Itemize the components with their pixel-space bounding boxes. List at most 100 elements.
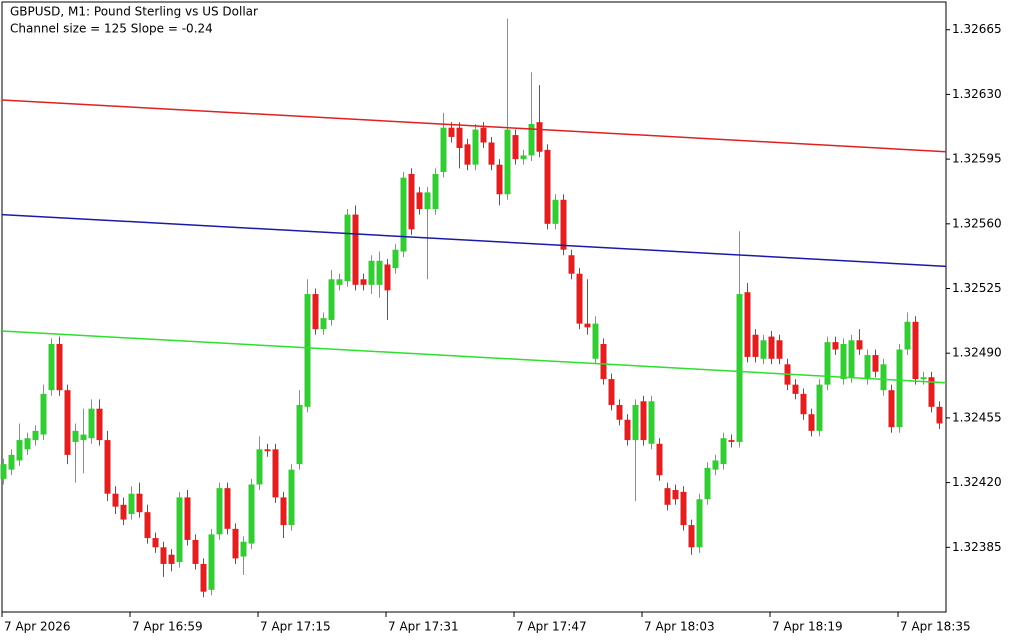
candle-body xyxy=(376,260,383,285)
candle-body xyxy=(648,401,655,444)
y-tick-label: 1.32630 xyxy=(952,87,1002,101)
candle-body xyxy=(352,214,359,285)
candle-body xyxy=(152,538,159,548)
x-tick-label: 7 Apr 18:19 xyxy=(772,620,843,634)
candle-body xyxy=(696,499,703,548)
candle-body xyxy=(872,355,879,372)
candle-body xyxy=(448,127,455,137)
channel-line xyxy=(1,213,947,268)
candle-body xyxy=(848,340,855,378)
candle-body xyxy=(368,260,375,285)
plot xyxy=(0,18,947,598)
y-tick-label: 1.32420 xyxy=(952,475,1002,489)
candle-body xyxy=(128,493,135,515)
candle-body xyxy=(864,355,871,380)
candle-body xyxy=(520,155,527,160)
candle-body xyxy=(384,264,391,291)
candle-body xyxy=(280,497,287,526)
candle-body xyxy=(120,504,127,520)
candle-body xyxy=(424,192,431,210)
candle-body xyxy=(408,173,415,230)
candle-body xyxy=(144,512,151,539)
x-tick-label: 7 Apr 18:03 xyxy=(644,620,715,634)
candle-body xyxy=(256,449,263,485)
candle-body xyxy=(328,279,335,320)
candle-body xyxy=(824,342,831,385)
candle-body xyxy=(568,255,575,274)
y-tick-label: 1.32665 xyxy=(952,22,1002,36)
candle-body xyxy=(544,149,551,224)
candle-body xyxy=(320,318,327,330)
candle-body xyxy=(880,364,887,391)
y-tick-label: 1.32560 xyxy=(952,216,1002,230)
y-tick-label: 1.32490 xyxy=(952,346,1002,360)
y-tick-label: 1.32525 xyxy=(952,281,1002,295)
candle-body xyxy=(896,349,903,428)
x-tick-label: 7 Apr 17:47 xyxy=(516,620,587,634)
candle-body xyxy=(536,122,543,152)
candle-body xyxy=(264,449,271,452)
candle-body xyxy=(312,294,319,330)
candle-body xyxy=(240,541,247,557)
candle-body xyxy=(720,438,727,465)
y-tick-label: 1.32595 xyxy=(952,152,1002,166)
candle-body xyxy=(216,488,223,535)
candle-body xyxy=(488,142,495,165)
candle-body xyxy=(840,343,847,380)
y-tick-label: 1.32455 xyxy=(952,410,1002,424)
candle-body xyxy=(136,493,143,513)
candle-body xyxy=(856,340,863,350)
candle-body xyxy=(0,464,7,479)
candle-body xyxy=(344,214,351,282)
candle-body xyxy=(432,173,439,210)
candle-body xyxy=(160,547,167,564)
x-tick-label: 7 Apr 2026 xyxy=(4,620,71,634)
candle-body xyxy=(224,488,231,529)
candle-body xyxy=(24,438,31,450)
candle-body xyxy=(480,127,487,143)
candle-body xyxy=(496,164,503,195)
candle-body xyxy=(736,294,743,442)
candle-body xyxy=(600,343,607,380)
candle-body xyxy=(80,434,87,441)
candle-body xyxy=(232,528,239,559)
channel-line xyxy=(1,99,947,153)
chart-title: GBPUSD, M1: Pound Sterling vs US Dollar xyxy=(10,5,258,19)
candle-body xyxy=(296,404,303,465)
candle-body xyxy=(800,393,807,415)
candle-body xyxy=(192,539,199,564)
candle-body xyxy=(584,323,591,328)
candle-body xyxy=(184,497,191,540)
candle-body xyxy=(8,454,15,470)
candle-body xyxy=(504,129,511,195)
candle-body xyxy=(88,408,95,439)
candle-body xyxy=(416,192,423,210)
x-tick-label: 7 Apr 17:31 xyxy=(388,620,459,634)
candle-body xyxy=(832,342,839,350)
candle-body xyxy=(664,488,671,505)
candle-body xyxy=(776,340,783,359)
candle-body xyxy=(464,144,471,165)
candle-body xyxy=(16,440,23,461)
candle-body xyxy=(560,199,567,250)
candle-body xyxy=(56,343,63,391)
candle-body xyxy=(728,440,735,442)
y-tick-label: 1.32385 xyxy=(952,540,1002,554)
candle-body xyxy=(304,294,311,407)
candle-body xyxy=(96,408,103,441)
channel-line xyxy=(1,330,947,384)
candle-body xyxy=(392,249,399,269)
candle-body xyxy=(704,467,711,500)
candle-body xyxy=(336,279,343,285)
candle-body xyxy=(512,135,519,160)
candle-body xyxy=(40,393,47,435)
candle-body xyxy=(624,419,631,441)
x-tick-label: 7 Apr 16:59 xyxy=(132,620,203,634)
candle-body xyxy=(576,273,583,324)
candle-body xyxy=(792,384,799,394)
candle-body xyxy=(248,484,255,544)
candle-body xyxy=(760,340,767,359)
candle-body xyxy=(288,469,295,526)
candle-body xyxy=(912,321,919,380)
